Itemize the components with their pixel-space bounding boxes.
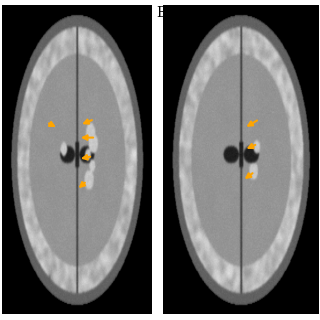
Text: B: B: [156, 6, 166, 20]
